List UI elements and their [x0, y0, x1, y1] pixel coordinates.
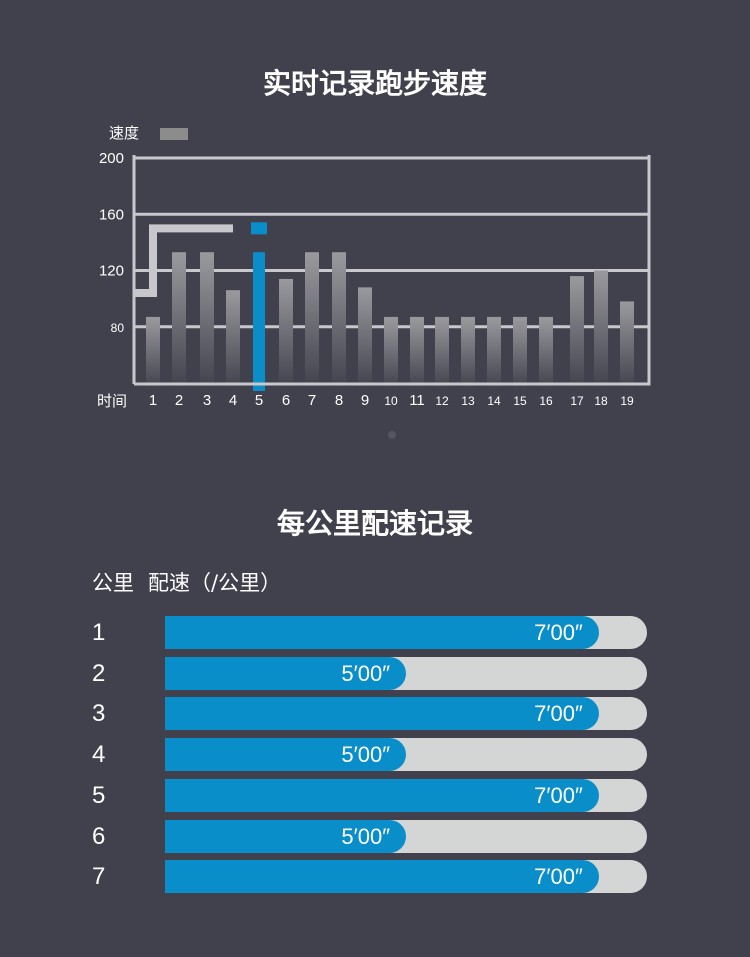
pace-value: 7′00″ [534, 701, 583, 727]
x-tick-label: 14 [487, 394, 501, 408]
y-tick-label: 160 [99, 206, 124, 223]
highlight-marker [251, 222, 267, 235]
x-tick-label: 5 [255, 392, 263, 409]
pace-row: 3 7′00″ [0, 697, 750, 731]
y-tick-label: 120 [99, 263, 124, 280]
x-tick-label: 3 [203, 392, 211, 409]
bar [200, 252, 214, 389]
pace-km-number: 1 [92, 619, 106, 646]
x-tick-label: 15 [513, 394, 527, 408]
pace-value: 7′00″ [534, 864, 583, 890]
bar [461, 316, 475, 389]
x-tick-label: 16 [539, 394, 553, 408]
bar [435, 316, 449, 389]
y-tick-label: 80 [111, 321, 125, 335]
x-tick-label: 2 [175, 392, 183, 409]
pace-bar-track: 7′00″ [165, 697, 647, 731]
pace-km-number: 3 [92, 700, 106, 728]
x-tick-label: 8 [335, 392, 343, 409]
x-tick-label: 4 [229, 392, 237, 409]
x-axis-label: 时间 [97, 392, 127, 410]
pace-bar-track: 7′00″ [165, 616, 647, 649]
bar [226, 290, 240, 389]
bar [172, 252, 186, 389]
pace-bar-fill: 5′00″ [165, 738, 406, 772]
pace-row: 6 5′00″ [0, 819, 750, 854]
pace-bar-fill: 5′00″ [165, 819, 406, 853]
pace-title: 每公里配速记录 [276, 507, 473, 540]
pace-column-label: 配速（/公里） [148, 571, 282, 595]
step-line [134, 224, 233, 297]
pace-bar-track: 5′00″ [165, 738, 647, 772]
bar [358, 287, 372, 389]
pace-bar-fill: 7′00″ [165, 860, 599, 894]
x-tick-label: 12 [435, 394, 449, 408]
bar [513, 316, 527, 389]
pace-km-number: 5 [92, 781, 106, 809]
bar [487, 316, 501, 389]
legend-swatch [160, 128, 188, 140]
y-tick-label: 200 [99, 150, 124, 167]
pace-row: 5 7′00″ [0, 778, 750, 813]
x-tick-label: 1 [149, 392, 157, 409]
bar-highlight [253, 252, 265, 391]
pace-bar-fill: 7′00″ [165, 778, 599, 812]
pace-value: 7′00″ [534, 620, 583, 645]
legend-label: 速度 [109, 124, 139, 142]
pace-bar-fill: 7′00″ [165, 697, 599, 731]
x-tick-label: 17 [570, 394, 584, 408]
pace-value: 5′00″ [341, 742, 390, 768]
bar [594, 270, 608, 389]
bar [332, 252, 346, 389]
bar [279, 278, 293, 389]
pager-dot[interactable] [388, 431, 396, 439]
pace-bar-track: 5′00″ [165, 819, 647, 853]
pace-value: 5′00″ [341, 823, 390, 849]
pace-bar-fill: 7′00″ [165, 616, 599, 649]
pace-value: 5′00″ [341, 660, 390, 686]
pace-km-number: 7 [92, 863, 106, 891]
pace-bar-track: 7′00″ [165, 778, 647, 812]
x-tick-label: 10 [384, 394, 398, 408]
x-tick-label: 7 [308, 392, 316, 409]
pace-bar-fill: 5′00″ [165, 656, 406, 690]
pace-row: 7 7′00″ [0, 860, 750, 894]
pace-row: 2 5′00″ [0, 656, 750, 691]
bar [305, 252, 319, 389]
pace-value: 7′00″ [534, 782, 583, 808]
x-tick-label: 19 [620, 394, 634, 408]
x-tick-label: 13 [461, 394, 475, 408]
pace-km-number: 4 [92, 741, 106, 769]
km-column-label: 公里 [92, 571, 134, 595]
pace-km-number: 6 [92, 822, 106, 850]
bar [410, 316, 424, 389]
bar [384, 316, 398, 389]
pace-bar-track: 7′00″ [165, 860, 647, 894]
x-tick-label: 9 [361, 392, 369, 409]
bar [146, 316, 160, 389]
pace-header: 公里 配速（/公里） [92, 567, 295, 597]
x-tick-label: 18 [594, 394, 608, 408]
bar [539, 316, 553, 389]
x-tick-label: 11 [409, 392, 425, 409]
x-tick-label: 6 [282, 392, 290, 409]
bar [570, 276, 584, 389]
pace-km-number: 2 [92, 659, 106, 687]
bar [620, 301, 634, 389]
pace-bar-track: 5′00″ [165, 656, 647, 690]
chart-title: 实时记录跑步速度 [262, 67, 487, 100]
pace-row: 1 7′00″ [0, 616, 750, 650]
pace-row: 4 5′00″ [0, 738, 750, 772]
